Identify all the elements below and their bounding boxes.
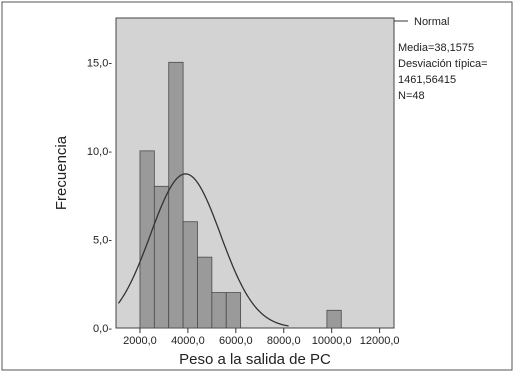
y-axis-ticks: 0,0- 5,0- 10,0- 15,0- bbox=[87, 57, 112, 335]
x-tick-label: 10000,0 bbox=[312, 335, 352, 347]
y-tick-label: 0,0- bbox=[93, 323, 112, 335]
x-tick-label: 8000,0 bbox=[267, 335, 301, 347]
stat-sd-label: Desviación típica= bbox=[398, 58, 488, 70]
stat-sd-value: 1461,56415 bbox=[398, 74, 456, 86]
x-tick-label: 2000,0 bbox=[123, 335, 157, 347]
histogram-bar bbox=[225, 292, 242, 329]
stat-mean: Media=38,1575 bbox=[398, 42, 474, 54]
stat-n: N=48 bbox=[398, 90, 425, 102]
y-tick-label: 15,0- bbox=[87, 57, 112, 69]
histogram-bar bbox=[197, 256, 213, 329]
histogram-bars bbox=[139, 61, 342, 329]
y-tick-label: 5,0- bbox=[93, 234, 112, 246]
histogram-bar bbox=[139, 150, 155, 329]
x-axis-ticks: 2000,0 4000,0 6000,0 8000,0 10000,0 12000,0 bbox=[123, 328, 400, 347]
histogram-bar bbox=[326, 309, 342, 329]
x-tick-label: 6000,0 bbox=[219, 335, 253, 347]
x-tick-label: 4000,0 bbox=[171, 335, 205, 347]
x-axis-label: Peso a la salida de PC bbox=[179, 351, 331, 368]
y-axis-label: Frecuencia bbox=[53, 135, 70, 210]
histogram-bar bbox=[168, 61, 184, 329]
normal-curve bbox=[117, 173, 289, 327]
legend-normal-label: Normal bbox=[414, 16, 449, 28]
histogram-bar bbox=[211, 292, 227, 329]
y-tick-label: 10,0- bbox=[87, 146, 112, 158]
histogram-bar bbox=[182, 221, 198, 329]
x-tick-label: 12000,0 bbox=[360, 335, 400, 347]
